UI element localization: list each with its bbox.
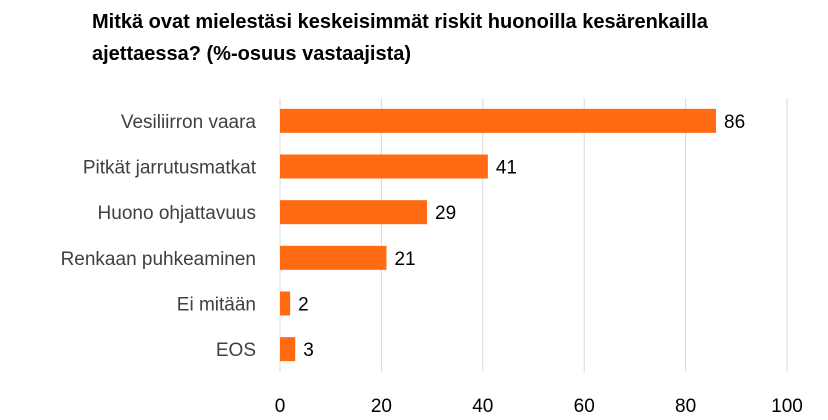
category-label-1: Vesiliirron vaara bbox=[121, 112, 257, 133]
bars bbox=[280, 108, 717, 362]
bar-6 bbox=[280, 337, 296, 362]
x-tick-label-80: 80 bbox=[675, 396, 696, 417]
x-tick-label-60: 60 bbox=[574, 396, 595, 417]
category-label-6: EOS bbox=[216, 340, 256, 361]
bar-5 bbox=[280, 291, 291, 316]
x-tick-label-20: 20 bbox=[371, 396, 392, 417]
value-label-5: 2 bbox=[298, 295, 309, 316]
category-labels: Vesiliirron vaara Pitkät jarrutusmatkat Hu… bbox=[61, 112, 257, 361]
gridlines bbox=[279, 98, 788, 372]
bar-2 bbox=[280, 154, 488, 179]
x-tick-label-100: 100 bbox=[771, 396, 803, 417]
bar-3 bbox=[280, 200, 428, 225]
x-tick-label-40: 40 bbox=[472, 396, 493, 417]
value-label-2: 41 bbox=[496, 158, 517, 179]
value-label-6: 3 bbox=[303, 340, 314, 361]
value-label-3: 29 bbox=[435, 203, 456, 224]
x-axis-ticks: 0 20 40 60 80 100 bbox=[275, 396, 803, 417]
bar-4 bbox=[280, 245, 387, 270]
category-label-5: Ei mitään bbox=[177, 295, 256, 316]
value-labels: 86 41 29 21 2 3 bbox=[298, 112, 745, 361]
chart-title: Mitkä ovat mielestäsi keskeisimmät riski… bbox=[92, 11, 708, 65]
category-label-3: Huono ohjattavuus bbox=[98, 203, 256, 224]
category-label-2: Pitkät jarrutusmatkat bbox=[83, 158, 257, 179]
x-tick-label-0: 0 bbox=[275, 396, 286, 417]
value-label-4: 21 bbox=[394, 249, 415, 270]
bar-1 bbox=[280, 108, 717, 133]
category-label-4: Renkaan puhkeaminen bbox=[61, 249, 256, 270]
value-label-1: 86 bbox=[724, 112, 745, 133]
